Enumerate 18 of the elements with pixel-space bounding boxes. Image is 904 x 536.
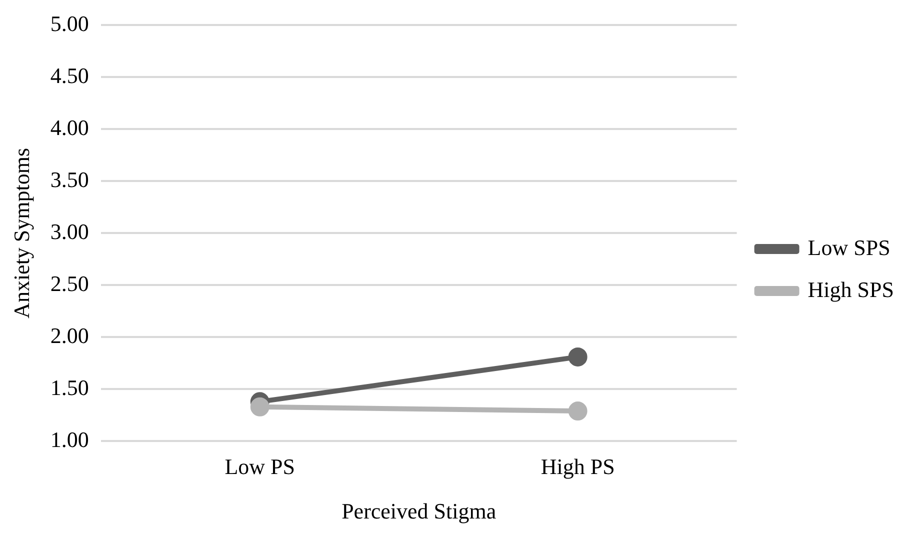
- y-tick-label: 2.00: [50, 322, 89, 348]
- y-tick-label: 1.00: [50, 426, 89, 452]
- y-axis-title: Anxiety Symptoms: [8, 148, 34, 318]
- x-axis-title: Perceived Stigma: [342, 498, 496, 524]
- y-tick-label: 4.50: [50, 62, 89, 88]
- point: [250, 397, 270, 416]
- legend-label: Low SPS: [808, 234, 890, 260]
- y-tick-label: 5.00: [50, 10, 89, 36]
- y-tick-label: 1.50: [50, 374, 89, 400]
- x-tick-label: Low PS: [224, 454, 296, 480]
- point: [568, 347, 588, 366]
- y-tick-label: 3.50: [50, 166, 89, 192]
- point: [568, 402, 588, 421]
- y-tick-label: 2.50: [50, 270, 89, 296]
- y-tick-label: 4.00: [50, 114, 89, 140]
- x-tick-label: High PS: [540, 454, 615, 480]
- legend-label: High SPS: [808, 276, 894, 302]
- y-tick-label: 3.00: [50, 218, 89, 244]
